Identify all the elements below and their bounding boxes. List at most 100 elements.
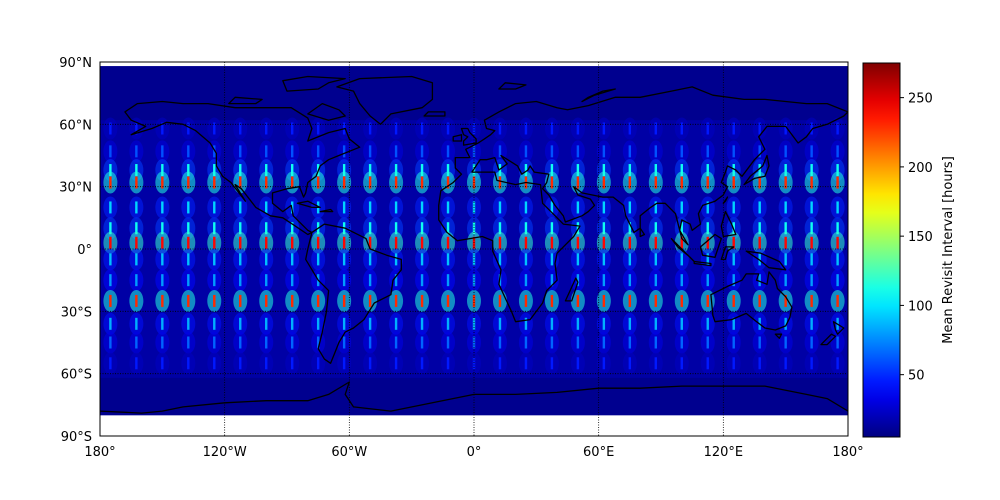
colorbar-tick-label: 150: [908, 230, 933, 245]
heat-streak: [109, 253, 112, 266]
heat-streak: [524, 236, 528, 249]
heat-streak: [524, 294, 528, 307]
heat-streak: [161, 253, 164, 266]
coast-victoria-island: [228, 96, 263, 105]
heat-streak: [161, 222, 164, 235]
heat-streak: [628, 201, 632, 214]
heat-streak: [394, 317, 398, 330]
heat-streak: [265, 176, 268, 189]
heat-streak: [758, 145, 761, 158]
coast-greenland: [336, 75, 434, 125]
heat-streak: [654, 164, 658, 177]
heat-streak: [187, 122, 190, 135]
coast-cuba: [296, 200, 321, 209]
heat-streak: [187, 336, 190, 349]
heat-streak: [732, 357, 735, 370]
heat-streak: [290, 122, 294, 135]
heat-streak: [290, 317, 294, 330]
heat-streak: [187, 164, 190, 177]
heat-streak: [498, 145, 502, 158]
heat-streak: [290, 253, 294, 266]
heat-streak: [784, 164, 787, 177]
coast-north-america: [124, 100, 361, 236]
heat-streak: [316, 357, 320, 370]
heat-streak: [498, 176, 502, 189]
heat-streak: [732, 164, 735, 177]
heat-streak: [524, 201, 528, 214]
heat-streak: [472, 357, 476, 370]
coast-antarctica: [100, 381, 848, 414]
heat-streak: [446, 222, 450, 235]
heat-streak: [187, 222, 190, 235]
heat-streak: [654, 357, 658, 370]
heat-streak: [550, 294, 554, 307]
heat-streak: [654, 294, 658, 307]
heat-streak: [446, 176, 450, 189]
heat-streak: [628, 176, 632, 189]
heat-streak: [576, 145, 580, 158]
heat-streak: [732, 236, 735, 249]
heat-streak: [290, 176, 294, 189]
heat-streak: [628, 317, 632, 330]
heat-streak: [654, 122, 658, 135]
heat-streak: [213, 122, 216, 135]
heat-streak: [420, 164, 424, 177]
heat-streak: [602, 164, 606, 177]
heat-streak: [187, 294, 190, 307]
heat-streak: [524, 253, 528, 266]
coast-taiwan: [722, 196, 729, 204]
heat-streak: [213, 294, 216, 307]
heat-streak: [316, 336, 320, 349]
heat-streak: [810, 176, 813, 189]
heat-streak: [368, 176, 372, 189]
heat-streak: [784, 357, 787, 370]
heat-streak: [213, 357, 216, 370]
heat-streak: [550, 357, 554, 370]
heat-streak: [524, 274, 528, 287]
heat-streak: [706, 274, 709, 287]
heat-streak: [602, 357, 606, 370]
heat-streak: [602, 317, 606, 330]
heat-streak: [836, 145, 839, 158]
heat-streak: [161, 122, 164, 135]
heat-streak: [550, 317, 554, 330]
heat-streak: [498, 317, 502, 330]
coast-new-zealand-north: [832, 321, 845, 335]
heat-streak: [446, 201, 450, 214]
heat-streak: [368, 317, 372, 330]
heat-streak: [680, 294, 683, 307]
heat-streak: [213, 201, 216, 214]
heat-streak: [265, 274, 268, 287]
heat-streak: [706, 201, 709, 214]
heat-streak: [135, 253, 138, 266]
heat-streak: [498, 336, 502, 349]
heat-streak: [368, 222, 372, 235]
heat-streak: [420, 201, 424, 214]
heat-streak: [265, 164, 268, 177]
heat-streak: [628, 336, 632, 349]
heat-streak: [213, 336, 216, 349]
heat-streak: [550, 236, 554, 249]
coast-tasmania: [774, 333, 783, 339]
heat-streak: [784, 176, 787, 189]
heat-streak: [732, 122, 735, 135]
heat-streak: [628, 122, 632, 135]
heat-streak: [239, 164, 242, 177]
heat-streak: [550, 164, 554, 177]
heat-streak: [784, 201, 787, 214]
heat-streak: [135, 201, 138, 214]
heat-streak: [680, 236, 683, 249]
heat-streak: [524, 317, 528, 330]
heat-streak: [498, 164, 502, 177]
coast-borneo: [699, 233, 722, 258]
heat-streak: [187, 357, 190, 370]
coast-japan: [743, 154, 770, 186]
heat-streak: [265, 336, 268, 349]
heat-streak: [550, 176, 554, 189]
heat-streak: [654, 236, 658, 249]
heat-streak: [239, 145, 242, 158]
heat-streak: [706, 145, 709, 158]
heat-streak: [161, 176, 164, 189]
heat-streak: [109, 176, 112, 189]
